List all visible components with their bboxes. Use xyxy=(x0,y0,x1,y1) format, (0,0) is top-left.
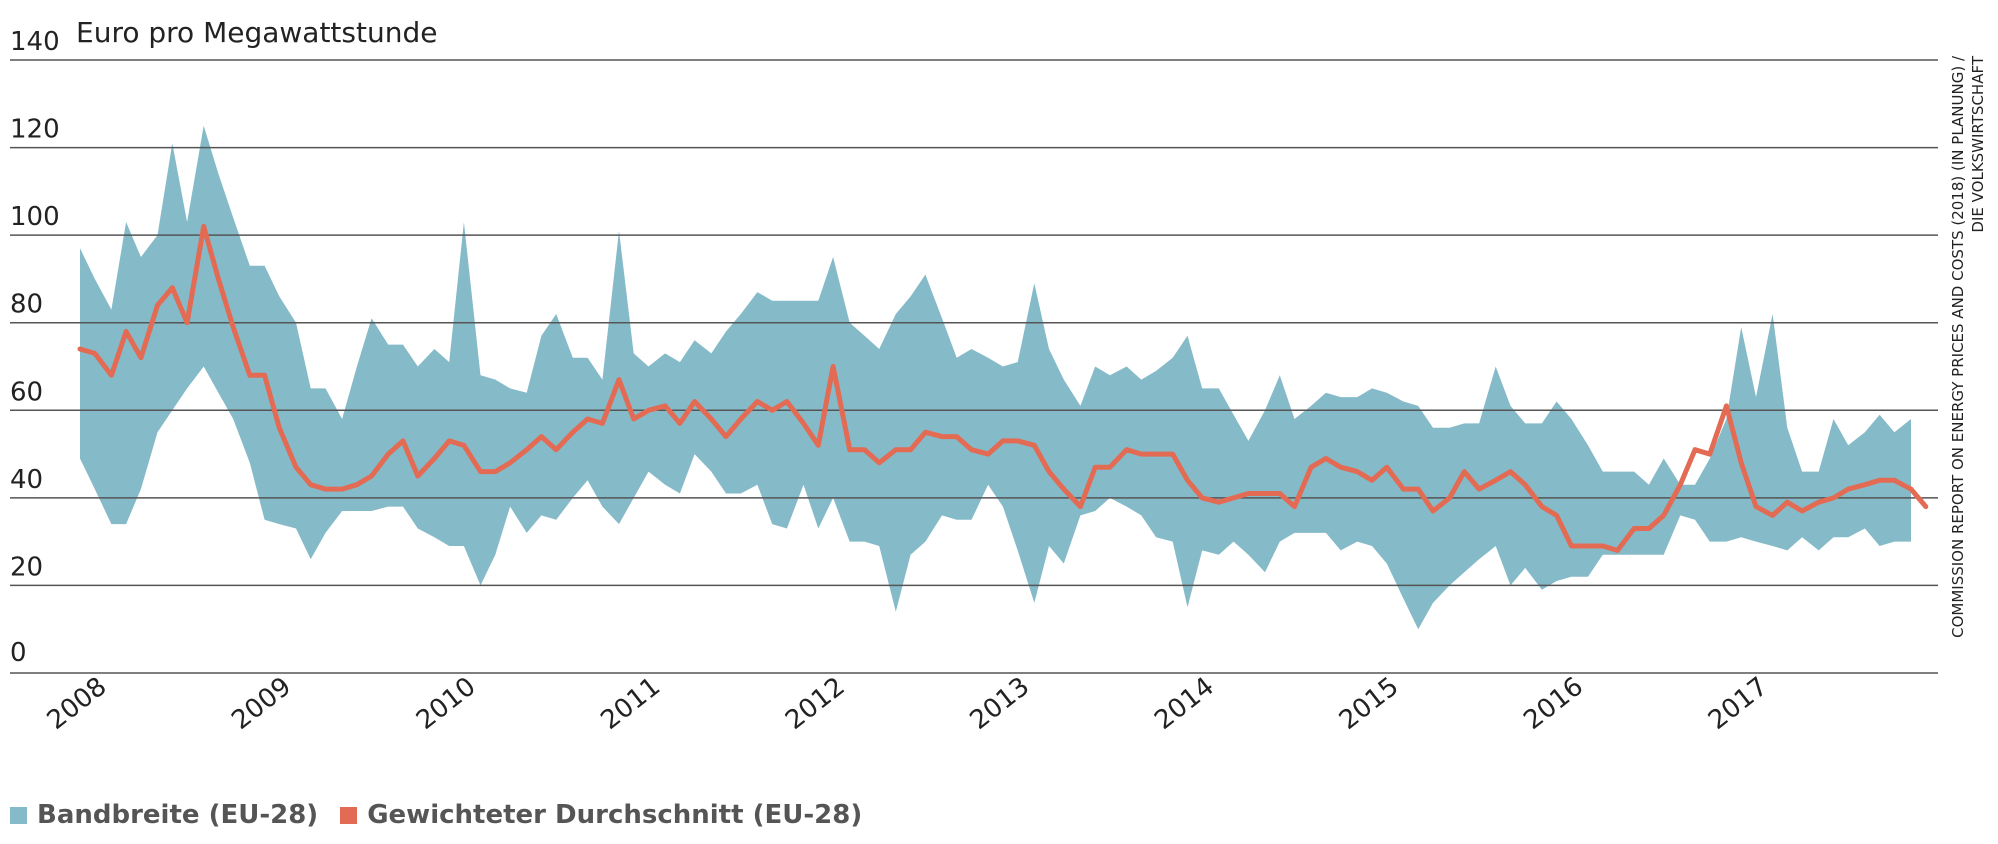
y-tick-label-120: 120 xyxy=(10,115,60,145)
y-tick-label-20: 20 xyxy=(10,552,43,582)
average-line xyxy=(77,223,1929,553)
legend-label-range: Bandbreite (EU-28) xyxy=(37,800,319,830)
x-tick-label-2009: 2009 xyxy=(226,672,297,736)
y-tick-label-40: 40 xyxy=(10,465,43,495)
y-tick-label-60: 60 xyxy=(10,377,43,407)
y-tick-label-80: 80 xyxy=(10,290,43,320)
x-tick-label-2012: 2012 xyxy=(780,672,851,736)
range-band-area xyxy=(80,125,1911,630)
legend-item-average: Gewichteter Durchschnitt (EU-28) xyxy=(340,800,862,830)
x-tick-label-2015: 2015 xyxy=(1334,672,1405,736)
source-line-1: Commission Report on Energy Prices and C… xyxy=(1949,56,1967,638)
x-tick-label-2014: 2014 xyxy=(1149,672,1220,736)
legend-swatch-average xyxy=(340,806,358,824)
x-tick-label-2017: 2017 xyxy=(1703,672,1774,736)
legend-swatch-range xyxy=(10,806,27,824)
y-tick-label-0: 0 xyxy=(10,638,27,668)
x-tick-label-2013: 2013 xyxy=(965,672,1036,736)
x-tick-label-2008: 2008 xyxy=(42,672,113,736)
legend-item-range: Bandbreite (EU-28) xyxy=(10,800,318,830)
legend-label-average: Gewichteter Durchschnitt (EU-28) xyxy=(367,800,863,830)
x-tick-label-2016: 2016 xyxy=(1518,672,1589,736)
y-tick-label-140: 140 xyxy=(10,27,60,57)
x-tick-label-2011: 2011 xyxy=(595,672,666,736)
x-tick-label-2010: 2010 xyxy=(411,672,482,736)
source-note: Commission Report on Energy Prices and C… xyxy=(1948,56,1998,666)
y-tick-label-100: 100 xyxy=(10,202,60,232)
y-axis-unit-label: Euro pro Megawattstunde xyxy=(76,16,438,49)
legend: Bandbreite (EU-28) Gewichteter Durchschn… xyxy=(10,800,862,830)
source-line-2: Die Volkswirtschaft xyxy=(1969,56,1987,233)
